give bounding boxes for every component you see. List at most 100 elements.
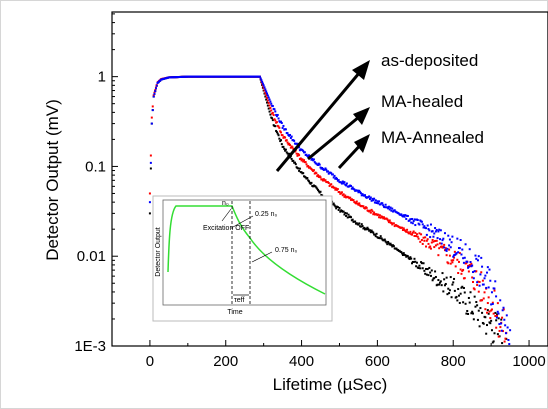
data-point bbox=[494, 314, 497, 317]
data-point bbox=[275, 113, 278, 116]
data-point bbox=[496, 313, 499, 316]
data-point bbox=[361, 225, 364, 228]
data-point bbox=[307, 155, 310, 158]
data-point bbox=[274, 110, 277, 113]
data-point bbox=[493, 287, 496, 290]
data-point bbox=[388, 208, 391, 211]
data-point bbox=[495, 326, 498, 329]
data-point bbox=[352, 199, 355, 202]
inset-label-tau: τeff bbox=[234, 297, 244, 304]
data-point bbox=[275, 121, 278, 124]
data-point bbox=[266, 92, 269, 95]
data-point bbox=[304, 161, 307, 164]
data-point bbox=[477, 255, 480, 258]
data-point bbox=[417, 266, 420, 269]
data-point bbox=[293, 139, 296, 142]
data-point bbox=[392, 222, 395, 225]
data-point bbox=[390, 209, 393, 212]
data-point bbox=[424, 272, 427, 275]
data-point bbox=[381, 215, 384, 218]
data-point bbox=[269, 100, 272, 103]
data-point bbox=[150, 122, 153, 125]
data-point bbox=[457, 251, 460, 254]
data-point bbox=[420, 262, 423, 265]
data-point bbox=[328, 184, 331, 187]
data-point bbox=[462, 268, 465, 271]
data-point bbox=[454, 265, 457, 268]
data-point bbox=[484, 308, 487, 311]
data-point bbox=[446, 293, 449, 296]
data-point bbox=[455, 295, 458, 298]
data-point bbox=[491, 301, 494, 304]
data-point bbox=[447, 287, 450, 290]
data-point bbox=[298, 167, 301, 170]
data-point bbox=[483, 277, 486, 280]
data-point bbox=[359, 191, 362, 194]
data-point bbox=[283, 147, 286, 150]
data-point bbox=[267, 101, 270, 104]
data-point bbox=[437, 230, 440, 233]
data-point bbox=[478, 325, 481, 328]
data-point bbox=[361, 193, 364, 196]
data-point bbox=[463, 256, 466, 259]
data-point bbox=[435, 239, 438, 242]
data-point bbox=[457, 294, 460, 297]
data-point bbox=[481, 265, 484, 268]
data-point bbox=[295, 152, 298, 155]
data-point bbox=[440, 284, 443, 287]
data-point bbox=[312, 169, 315, 172]
data-point bbox=[450, 241, 453, 244]
data-point bbox=[487, 286, 490, 289]
data-point bbox=[401, 254, 404, 257]
inset-arrow-075 bbox=[251, 251, 273, 263]
data-point bbox=[459, 292, 462, 295]
data-point bbox=[338, 206, 341, 209]
data-point bbox=[387, 205, 390, 208]
data-point bbox=[303, 159, 306, 162]
data-point bbox=[364, 207, 367, 210]
data-point bbox=[406, 231, 409, 234]
data-point bbox=[316, 187, 319, 190]
data-point bbox=[358, 202, 361, 205]
data-point bbox=[503, 318, 506, 321]
data-point bbox=[443, 232, 446, 235]
data-point bbox=[271, 105, 274, 108]
data-point bbox=[307, 165, 310, 168]
x-axis-title: Lifetime (µSec) bbox=[273, 375, 388, 394]
data-point bbox=[378, 214, 381, 217]
data-point bbox=[425, 227, 428, 230]
data-point bbox=[390, 222, 393, 225]
data-point bbox=[488, 268, 491, 271]
data-point bbox=[473, 295, 476, 298]
data-point bbox=[500, 322, 503, 325]
data-point bbox=[485, 286, 488, 289]
plot-frame bbox=[111, 11, 548, 347]
data-point bbox=[465, 312, 468, 315]
data-point bbox=[286, 152, 289, 155]
data-point bbox=[473, 270, 476, 273]
data-point bbox=[285, 139, 288, 142]
data-point bbox=[358, 189, 361, 192]
data-point bbox=[448, 254, 451, 257]
data-point bbox=[434, 227, 437, 230]
data-point bbox=[148, 192, 151, 195]
data-point bbox=[501, 342, 504, 345]
data-point bbox=[152, 94, 155, 97]
data-point bbox=[271, 111, 274, 114]
data-point bbox=[269, 106, 272, 109]
data-point bbox=[310, 181, 313, 184]
data-point bbox=[471, 280, 474, 283]
data-point bbox=[359, 225, 362, 228]
data-point bbox=[298, 146, 301, 149]
data-point bbox=[402, 252, 405, 255]
data-point bbox=[382, 217, 385, 220]
data-point bbox=[491, 302, 494, 305]
data-point bbox=[297, 153, 300, 156]
data-point bbox=[379, 235, 382, 238]
data-point bbox=[375, 232, 378, 235]
data-point bbox=[461, 285, 464, 288]
data-point bbox=[483, 291, 486, 294]
data-point bbox=[280, 121, 283, 124]
data-point bbox=[401, 252, 404, 255]
